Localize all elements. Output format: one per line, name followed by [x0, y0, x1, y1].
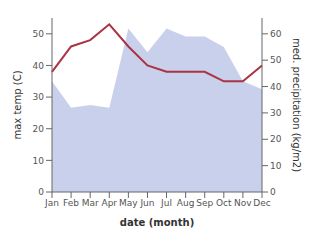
svg-text:40: 40: [270, 82, 282, 92]
svg-text:Oct: Oct: [216, 198, 232, 208]
svg-text:Jun: Jun: [139, 198, 154, 208]
svg-text:Sep: Sep: [196, 198, 213, 208]
svg-text:50: 50: [33, 29, 45, 39]
svg-text:Dec: Dec: [253, 198, 270, 208]
svg-text:May: May: [119, 198, 138, 208]
svg-text:Feb: Feb: [63, 198, 79, 208]
svg-text:Jul: Jul: [160, 198, 172, 208]
svg-text:max temp (C): max temp (C): [12, 70, 23, 139]
svg-text:Jan: Jan: [44, 198, 59, 208]
svg-text:Nov: Nov: [234, 198, 252, 208]
svg-text:0: 0: [38, 187, 44, 197]
svg-text:Apr: Apr: [101, 198, 117, 208]
svg-text:10: 10: [33, 156, 45, 166]
svg-text:30: 30: [33, 92, 45, 102]
svg-text:20: 20: [33, 124, 45, 134]
svg-text:10: 10: [270, 161, 282, 171]
svg-text:0: 0: [270, 187, 276, 197]
svg-text:30: 30: [270, 108, 282, 118]
svg-text:20: 20: [270, 134, 282, 144]
svg-text:50: 50: [270, 55, 282, 65]
svg-text:Mar: Mar: [82, 198, 99, 208]
svg-text:60: 60: [270, 29, 282, 39]
svg-text:Aug: Aug: [177, 198, 195, 208]
svg-text:date (month): date (month): [120, 217, 194, 228]
svg-text:40: 40: [33, 61, 45, 71]
svg-text:med. precipitation (kg/m2): med. precipitation (kg/m2): [291, 38, 302, 172]
